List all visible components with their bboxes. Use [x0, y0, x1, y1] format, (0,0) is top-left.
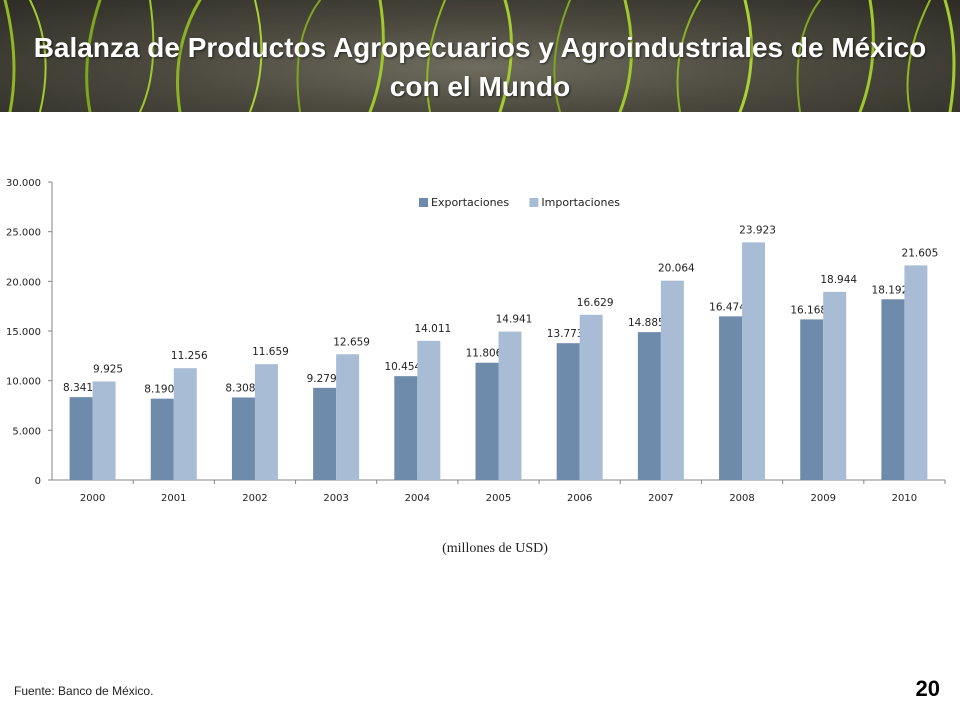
y-tick-label: 5.000 [12, 426, 41, 437]
x-tick-label: 2002 [242, 493, 267, 504]
y-tick-label: 20.000 [6, 277, 41, 288]
x-tick-label: 2008 [729, 493, 754, 504]
y-tick-label: 30.000 [6, 178, 41, 189]
bar-exportaciones [313, 387, 337, 480]
data-label-exportaciones: 8.190 [144, 384, 174, 396]
data-label-exportaciones: 9.279 [307, 373, 337, 385]
bar-exportaciones [881, 299, 905, 480]
bar-importaciones [904, 265, 928, 480]
header-banner: Balanza de Productos Agropecuarios y Agr… [0, 0, 960, 112]
bar-exportaciones [475, 362, 499, 480]
unit-note: (millones de USD) [442, 541, 548, 556]
y-tick-label: 0 [35, 476, 41, 487]
data-label-importaciones: 12.659 [333, 336, 370, 348]
bar-importaciones [336, 354, 360, 480]
bar-importaciones [742, 242, 766, 480]
bar-chart: 0 5.000 10.000 15.000 20.000 25.000 30.000 2000… [6, 178, 946, 504]
bar-exportaciones [556, 343, 580, 480]
bar-importaciones [660, 280, 684, 480]
data-label-importaciones: 21.605 [902, 247, 939, 259]
bar-importaciones [254, 364, 278, 480]
x-tick-label: 2010 [892, 493, 917, 504]
chart-legend: Exportaciones Importaciones [419, 196, 620, 209]
data-label-exportaciones: 18.192 [872, 284, 909, 296]
y-tick-label: 10.000 [6, 377, 41, 388]
x-tick-label: 2005 [486, 493, 511, 504]
data-label-exportaciones: 14.885 [628, 317, 665, 329]
x-tick-label: 2006 [567, 493, 592, 504]
data-label-importaciones: 9.925 [93, 363, 123, 375]
bar-importaciones [417, 340, 441, 480]
bar-importaciones [92, 381, 116, 480]
x-tick-label: 2001 [161, 493, 186, 504]
data-label-exportaciones: 10.454 [384, 361, 421, 373]
data-label-exportaciones: 8.341 [63, 382, 93, 394]
bar-importaciones [579, 314, 603, 480]
data-label-exportaciones: 13.773 [547, 328, 584, 340]
bar-exportaciones [69, 397, 93, 480]
x-tick-label: 2007 [648, 493, 673, 504]
data-label-exportaciones: 16.474 [709, 301, 746, 313]
legend-swatch [419, 198, 428, 207]
bar-exportaciones [719, 316, 743, 480]
y-tick-label: 15.000 [6, 327, 41, 338]
chart-axes: 0 5.000 10.000 15.000 20.000 25.000 30.000 2000… [6, 178, 946, 504]
x-tick-label: 2000 [80, 493, 105, 504]
bar-importaciones [173, 368, 197, 480]
bar-exportaciones [800, 319, 824, 480]
bar-importaciones [823, 291, 847, 480]
x-tick-label: 2003 [323, 493, 348, 504]
data-label-importaciones: 16.629 [577, 297, 614, 309]
data-label-importaciones: 11.256 [171, 350, 208, 362]
grass-background-image [3, 0, 956, 112]
data-label-importaciones: 20.064 [658, 263, 695, 275]
data-label-importaciones: 14.011 [414, 323, 451, 335]
data-label-importaciones: 23.923 [739, 224, 776, 236]
data-label-exportaciones: 8.308 [225, 382, 255, 394]
data-label-importaciones: 11.659 [252, 346, 289, 358]
bar-importaciones [498, 331, 522, 480]
bar-exportaciones [150, 398, 174, 480]
data-label-importaciones: 18.944 [820, 274, 857, 286]
x-tick-label: 2009 [811, 493, 836, 504]
legend-label: Exportaciones [431, 196, 509, 209]
x-tick-label: 2004 [405, 493, 430, 504]
data-label-exportaciones: 11.806 [466, 348, 503, 360]
y-tick-label: 25.000 [6, 228, 41, 239]
page-title: Balanza de Productos Agropecuarios y Agr… [33, 32, 927, 102]
legend-label: Importaciones [541, 196, 620, 209]
data-label-importaciones: 14.941 [496, 314, 533, 326]
data-label-exportaciones: 16.168 [790, 304, 827, 316]
bar-exportaciones [231, 397, 255, 480]
page-number: 20 [915, 676, 940, 701]
legend-swatch [529, 198, 539, 207]
bar-exportaciones [394, 376, 418, 480]
source-note: Fuente: Banco de México. [14, 684, 154, 698]
bar-exportaciones [637, 332, 661, 480]
